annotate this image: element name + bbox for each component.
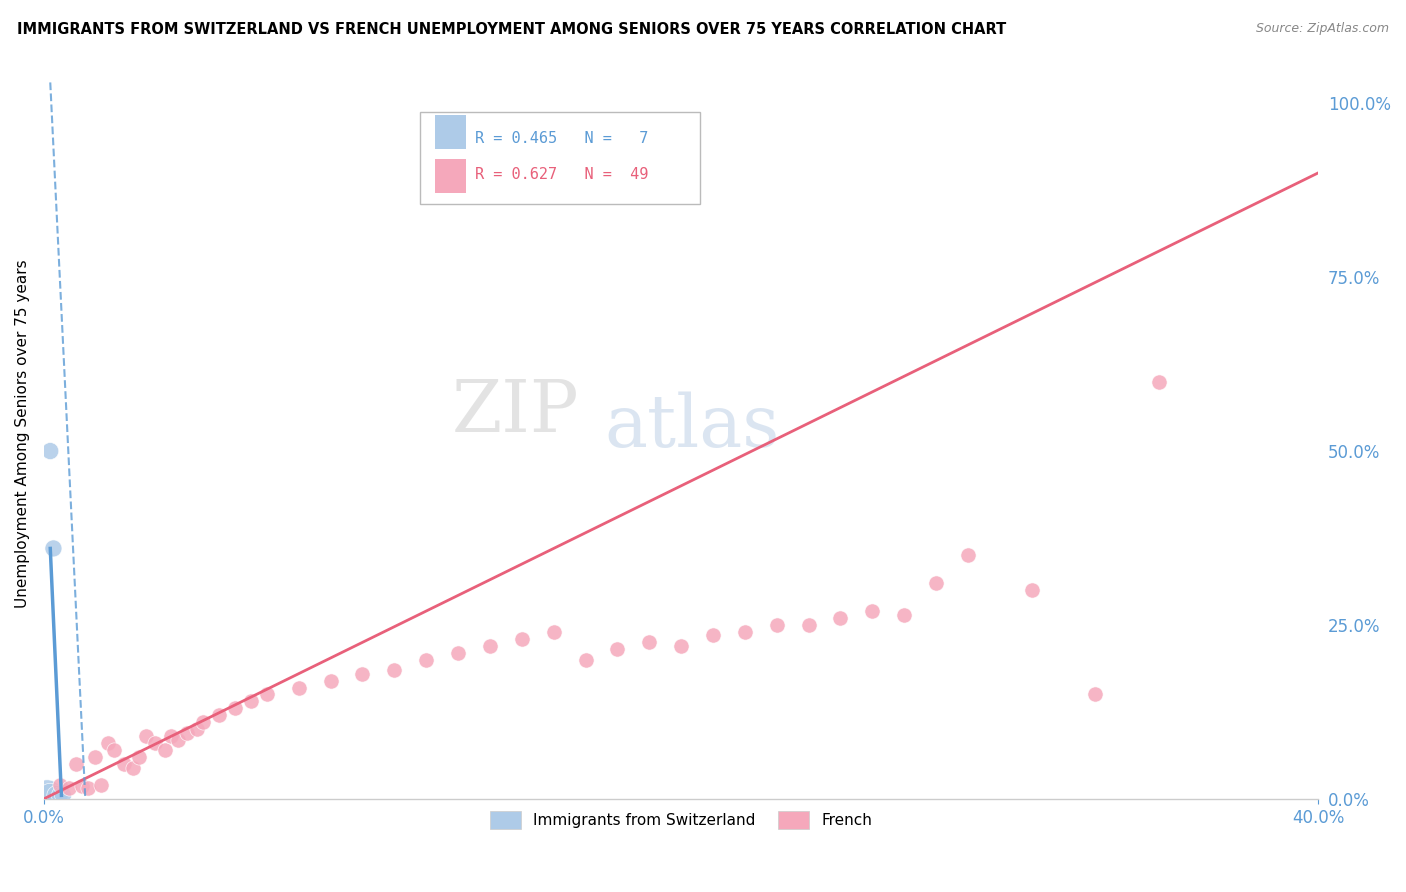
Y-axis label: Unemployment Among Seniors over 75 years: Unemployment Among Seniors over 75 years xyxy=(15,260,30,608)
Point xyxy=(77,781,100,796)
Point xyxy=(42,541,65,556)
Point xyxy=(478,639,501,653)
Point xyxy=(70,780,93,794)
Point xyxy=(224,701,246,715)
Point xyxy=(765,618,787,632)
Text: atlas: atlas xyxy=(605,391,780,462)
Text: ZIP: ZIP xyxy=(451,376,579,447)
Point xyxy=(58,781,80,796)
Point xyxy=(39,444,62,458)
Point xyxy=(128,750,150,764)
Point xyxy=(97,736,120,750)
Point xyxy=(49,789,72,803)
Point xyxy=(543,624,565,639)
Point xyxy=(65,757,87,772)
Point xyxy=(256,688,278,702)
Point xyxy=(176,725,198,739)
Point xyxy=(240,694,263,708)
Point xyxy=(208,708,231,723)
Point xyxy=(830,611,852,625)
Point xyxy=(1147,375,1170,389)
Text: R = 0.465   N =   7: R = 0.465 N = 7 xyxy=(475,131,648,146)
Point xyxy=(956,549,979,563)
Point xyxy=(352,666,374,681)
Point xyxy=(287,681,309,695)
Point xyxy=(447,646,470,660)
Point xyxy=(382,663,405,677)
Point xyxy=(415,653,437,667)
Point xyxy=(606,642,628,657)
Text: Source: ZipAtlas.com: Source: ZipAtlas.com xyxy=(1256,22,1389,36)
Point xyxy=(135,729,157,743)
Point xyxy=(45,789,67,803)
Point xyxy=(797,618,820,632)
Point xyxy=(925,576,948,591)
Point xyxy=(702,628,724,642)
Point xyxy=(35,789,58,803)
Legend: Immigrants from Switzerland, French: Immigrants from Switzerland, French xyxy=(484,805,879,835)
Point xyxy=(52,789,75,803)
Point xyxy=(186,723,208,737)
Point xyxy=(122,760,145,774)
Point xyxy=(39,789,62,803)
FancyBboxPatch shape xyxy=(434,159,465,194)
Point xyxy=(166,732,188,747)
Point xyxy=(103,743,125,757)
Point xyxy=(49,778,72,792)
Text: IMMIGRANTS FROM SWITZERLAND VS FRENCH UNEMPLOYMENT AMONG SENIORS OVER 75 YEARS C: IMMIGRANTS FROM SWITZERLAND VS FRENCH UN… xyxy=(17,22,1007,37)
Point xyxy=(90,778,112,792)
Point xyxy=(160,729,183,743)
Point xyxy=(669,639,692,653)
Point xyxy=(83,750,105,764)
Text: R = 0.627   N =  49: R = 0.627 N = 49 xyxy=(475,167,648,182)
Point xyxy=(510,632,533,646)
Point xyxy=(145,736,167,750)
Point xyxy=(1084,688,1107,702)
Point xyxy=(112,757,135,772)
Point xyxy=(734,624,756,639)
Point xyxy=(193,715,215,730)
Point xyxy=(893,607,915,622)
Point xyxy=(153,743,176,757)
Point xyxy=(1021,583,1043,598)
FancyBboxPatch shape xyxy=(434,115,465,149)
Point xyxy=(638,635,661,649)
FancyBboxPatch shape xyxy=(420,112,700,203)
Point xyxy=(860,604,883,618)
Point xyxy=(319,673,342,688)
Point xyxy=(574,653,596,667)
